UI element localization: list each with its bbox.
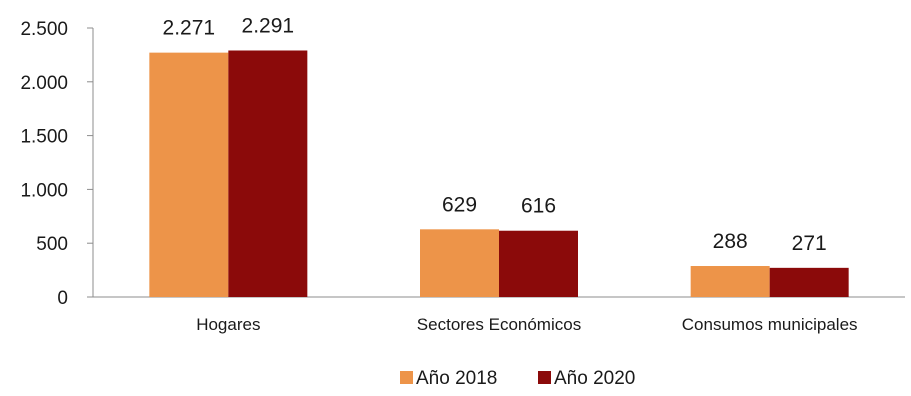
- x-category-label: Hogares: [196, 315, 260, 334]
- bars: [149, 50, 849, 298]
- x-category-label: Sectores Económicos: [417, 315, 581, 334]
- bar: [499, 230, 578, 297]
- data-label: 629: [442, 193, 477, 216]
- x-category-label: Consumos municipales: [682, 315, 858, 334]
- y-tick-label: 2.500: [20, 19, 68, 40]
- legend-label: Año 2020: [554, 368, 635, 389]
- bar: [228, 50, 308, 297]
- legend: Año 2018 Año 2020: [400, 368, 635, 389]
- legend-swatch: [538, 371, 551, 384]
- y-tick-label: 2.000: [20, 73, 68, 94]
- data-label: 2.271: [163, 17, 216, 40]
- bar: [420, 229, 499, 297]
- y-tick-label: 1.500: [20, 127, 68, 148]
- legend-swatch: [400, 371, 413, 384]
- y-tick-label: 0: [57, 288, 68, 309]
- bar: [149, 52, 229, 298]
- data-label: 2.291: [242, 14, 295, 37]
- bar: [769, 267, 849, 297]
- data-label: 288: [713, 230, 748, 253]
- data-labels: 2.271 2.291 629 616 288 271: [163, 14, 827, 254]
- y-axis: 0 500 1.000 1.500 2.000 2.500: [20, 19, 94, 309]
- data-label: 616: [521, 195, 556, 218]
- x-axis: Hogares Sectores Económicos Consumos munic…: [93, 296, 905, 334]
- legend-label: Año 2018: [416, 368, 497, 389]
- y-tick-label: 500: [36, 234, 68, 255]
- y-tick-label: 1.000: [20, 180, 68, 201]
- data-label: 271: [792, 232, 827, 255]
- bar: [690, 266, 770, 297]
